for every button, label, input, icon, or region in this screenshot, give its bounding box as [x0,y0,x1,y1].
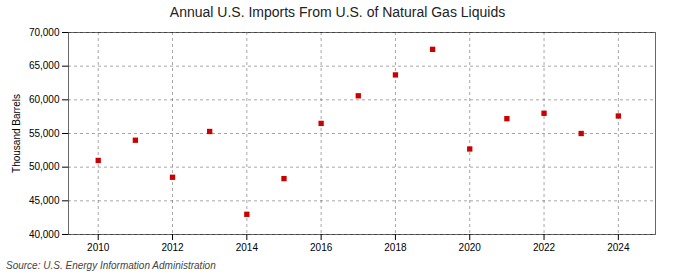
svg-text:2020: 2020 [459,242,482,253]
svg-text:50,000: 50,000 [29,161,60,172]
svg-text:2024: 2024 [607,242,630,253]
svg-text:2012: 2012 [161,242,184,253]
html-text:Annual U.S. Imports From U.S.: Annual U.S. Imports From U.S. of Natural… [169,4,506,20]
svg-text:Thousand Barrels: Thousand Barrels [11,94,22,173]
svg-text:65,000: 65,000 [29,60,60,71]
svg-text:55,000: 55,000 [29,128,60,139]
svg-text:2014: 2014 [236,242,259,253]
svg-text:45,000: 45,000 [29,195,60,206]
svg-text:70,000: 70,000 [29,27,60,38]
svg-text:60,000: 60,000 [29,94,60,105]
svg-text:2022: 2022 [533,242,556,253]
svg-text:2010: 2010 [87,242,110,253]
svg-text:2016: 2016 [310,242,333,253]
html-text:Source: U.S. Energy Informatio: Source: U.S. Energy Information Administ… [6,260,216,271]
svg-text:40,000: 40,000 [29,229,60,240]
svg-text:2018: 2018 [384,242,407,253]
